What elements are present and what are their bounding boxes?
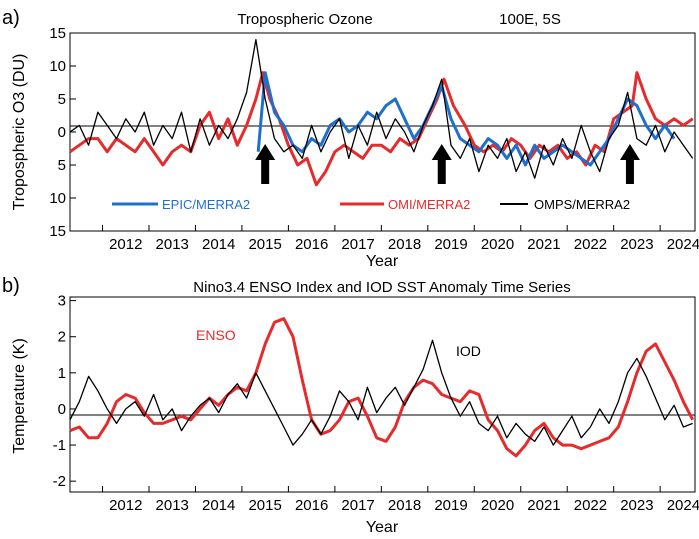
panel-b-x-tick-label: 2023 [620, 497, 653, 514]
panel-a-x-axis-label: Year [366, 253, 399, 270]
series-epic-line [256, 71, 676, 167]
panel-a-x-tick-label: 2021 [527, 236, 560, 253]
panel-b-x-tick-label: 2016 [295, 497, 328, 514]
panel-a-x-tick-label: 2015 [248, 236, 281, 253]
panel-a-x-tick-label: 2013 [156, 236, 189, 253]
panel-a-label: a) [2, 7, 20, 29]
panel-a-x-tick-label: 2023 [620, 236, 653, 253]
panel-a-x-tick-label: 2016 [295, 236, 328, 253]
event-arrow-icon [619, 144, 640, 184]
panel-b-x-tick-label: 2021 [527, 497, 560, 514]
event-arrow-icon [431, 144, 452, 184]
panel-b-y-tick-label: 1 [58, 365, 66, 382]
panel-a-y-tick-label: 10 [49, 58, 66, 75]
panel-a-title: Tropospheric Ozone [237, 11, 372, 28]
panel-a-y-tick-label: 0 [58, 124, 66, 141]
series-enso-line [69, 317, 695, 458]
panel-a: a) Tropospheric Ozone 100E, 5S 15 10 5 0 5 10… [2, 7, 699, 270]
panel-b-x-tick-label: 2015 [248, 497, 281, 514]
panel-b-x-tick-label: 2018 [388, 497, 421, 514]
panel-b-y-axis-label: Temperature (K) [11, 338, 28, 454]
panel-b-series [69, 317, 695, 458]
panel-b-x-tick-label: 2022 [574, 497, 607, 514]
panel-b-x-tick-label: 2020 [481, 497, 514, 514]
annotation-enso: ENSO [196, 327, 236, 343]
panel-b-x-tick-label: 2014 [202, 497, 235, 514]
legend-label-epic: EPIC/MERRA2 [162, 197, 250, 212]
panel-a-y-tick-label: 5 [58, 91, 66, 108]
panel-a-series [69, 38, 694, 187]
annotation-iod: IOD [456, 343, 481, 359]
series-iod-line [69, 339, 693, 446]
panel-b-y-ticks: 3 2 1 0 -1 -2 [53, 293, 76, 490]
panel-b-title: Nino3.4 ENSO Index and IOD SST Anomaly T… [193, 279, 570, 296]
panel-a-x-tick-label: 2019 [434, 236, 467, 253]
panel-a-y-tick-label: 15 [49, 25, 66, 42]
panel-b-x-tick-label: 2012 [109, 497, 142, 514]
panel-a-y-tick-label: 15 [49, 223, 66, 240]
panel-b-label: b) [2, 275, 20, 297]
panel-b-y-tick-label: 2 [58, 329, 66, 346]
series-omps-line [69, 38, 694, 179]
legend-label-omps: OMPS/MERRA2 [534, 197, 630, 212]
panel-a-x-ticks: 2012 2013 2014 2015 2016 2017 2018 2019 2020 2021… [102, 225, 699, 253]
panel-a-y-axis-label: Tropospheric O3 (DU) [11, 54, 28, 211]
legend-label-omi: OMI/MERRA2 [388, 197, 470, 212]
panel-b: b) Nino3.4 ENSO Index and IOD SST Anomal… [2, 275, 699, 536]
panel-b-x-tick-label: 2013 [156, 497, 189, 514]
panel-b-y-tick-label: -2 [53, 473, 66, 490]
panel-b-x-tick-label: 2024 [667, 497, 699, 514]
panel-a-x-tick-label: 2014 [202, 236, 235, 253]
event-arrow-icon [255, 144, 276, 184]
panel-b-y-tick-label: -1 [53, 437, 66, 454]
panel-b-x-axis-label: Year [366, 519, 399, 536]
panel-a-x-tick-label: 2017 [341, 236, 374, 253]
panel-a-location: 100E, 5S [499, 11, 561, 28]
panel-a-legend: EPIC/MERRA2 OMI/MERRA2 OMPS/MERRA2 [112, 197, 630, 212]
panel-a-y-tick-label: 5 [58, 157, 66, 174]
panel-a-x-tick-label: 2022 [574, 236, 607, 253]
panel-a-y-tick-label: 10 [49, 190, 66, 207]
series-omi-line [69, 71, 694, 187]
panel-b-y-tick-label: 0 [58, 401, 66, 418]
panel-a-y-ticks: 15 10 5 0 5 10 15 [49, 25, 76, 240]
panel-b-y-tick-label: 3 [58, 293, 66, 310]
panel-a-x-tick-label: 2018 [388, 236, 421, 253]
panel-a-x-tick-label: 2024 [667, 236, 699, 253]
panel-b-x-tick-label: 2019 [434, 497, 467, 514]
panel-a-x-tick-label: 2020 [481, 236, 514, 253]
panel-a-arrows [255, 144, 640, 184]
panel-b-frame [69, 296, 696, 493]
panel-a-x-tick-label: 2012 [109, 236, 142, 253]
panel-b-x-ticks: 2012 2013 2014 2015 2016 2017 2018 2019 2020 2021… [102, 486, 699, 514]
panel-b-x-tick-label: 2017 [341, 497, 374, 514]
